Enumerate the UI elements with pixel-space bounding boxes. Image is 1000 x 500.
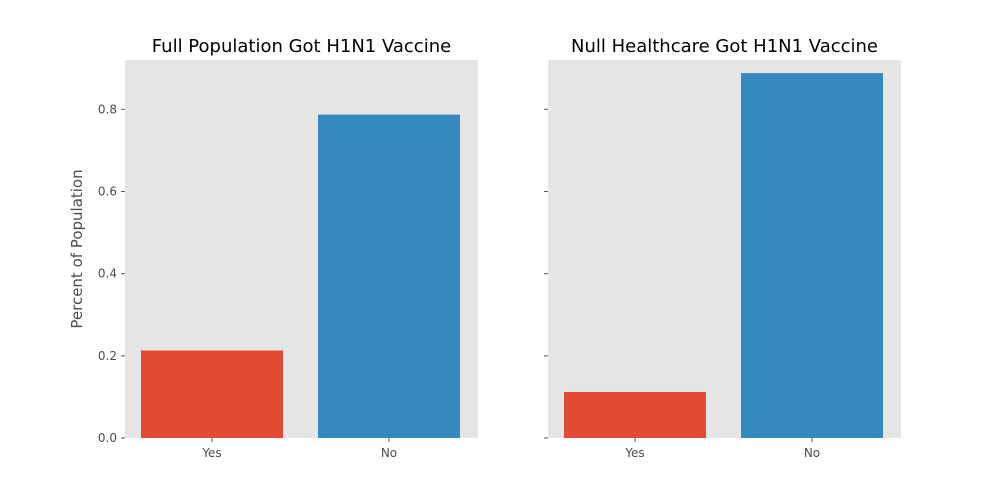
- bar-yes: [564, 391, 706, 438]
- bar-yes: [141, 350, 283, 438]
- y-tick-label: 0.8: [98, 102, 117, 116]
- x-tick-label: Yes: [624, 446, 644, 460]
- y-axis-label: Percent of Population: [68, 169, 86, 328]
- y-tick-label: 0.6: [98, 184, 117, 198]
- y-tick-label: 0.0: [98, 431, 117, 445]
- chart-title: Full Population Got H1N1 Vaccine: [152, 36, 451, 57]
- x-tick-label: No: [381, 446, 397, 460]
- x-tick-label: No: [804, 446, 820, 460]
- right-chart-panel: Null Healthcare Got H1N1 Vaccine Yes No: [544, 36, 901, 460]
- y-tick-label: 0.2: [98, 349, 117, 363]
- left-chart-panel: Full Population Got H1N1 Vaccine Percent…: [68, 36, 478, 460]
- chart-title: Null Healthcare Got H1N1 Vaccine: [571, 36, 878, 57]
- y-tick-label: 0.4: [98, 267, 117, 281]
- bar-no: [318, 114, 460, 438]
- bar-no: [741, 73, 883, 438]
- x-tick-label: Yes: [201, 446, 221, 460]
